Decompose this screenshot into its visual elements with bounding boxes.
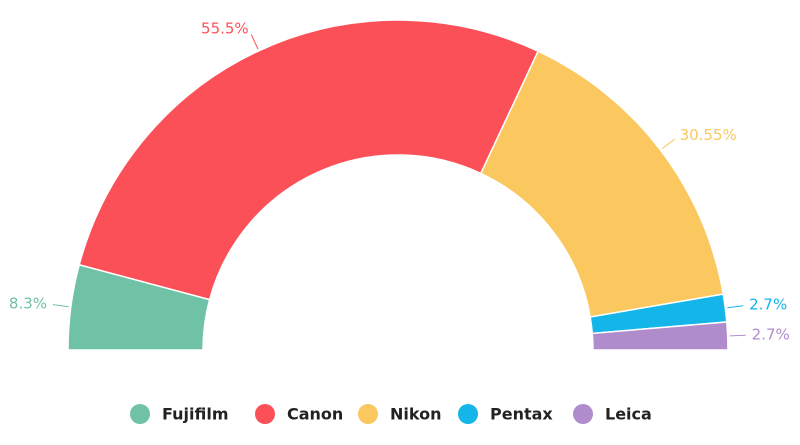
data-label: 30.55% bbox=[680, 126, 737, 144]
legend-marker bbox=[458, 404, 478, 424]
leader-line bbox=[729, 334, 746, 337]
leader-line bbox=[250, 34, 259, 50]
legend-marker bbox=[130, 404, 150, 424]
legend-text: Leica bbox=[605, 405, 652, 424]
legend-marker bbox=[573, 404, 593, 424]
legend-text: Fujifilm bbox=[162, 405, 229, 424]
legend-text: Canon bbox=[287, 405, 343, 424]
data-label: 8.3% bbox=[9, 294, 47, 312]
slice bbox=[591, 321, 729, 351]
legend-marker bbox=[255, 404, 275, 424]
data-label: 55.5% bbox=[201, 20, 249, 38]
leader-line bbox=[661, 138, 676, 150]
slice bbox=[78, 19, 540, 301]
legend-text: Nikon bbox=[390, 405, 441, 424]
data-label: 2.7% bbox=[752, 325, 790, 343]
legend-marker bbox=[358, 404, 378, 424]
legend-text: Pentax bbox=[490, 405, 553, 424]
data-label: 2.7% bbox=[749, 295, 787, 313]
leader-line bbox=[727, 305, 744, 309]
leader-line bbox=[52, 304, 69, 308]
